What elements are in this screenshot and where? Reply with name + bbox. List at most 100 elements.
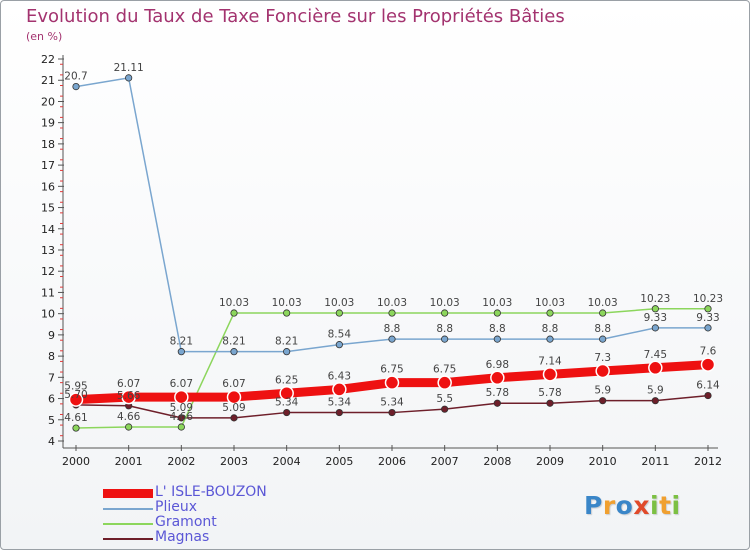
- legend-label: Plieux: [155, 499, 197, 515]
- data-label: 5.78: [538, 387, 561, 399]
- data-label: 5.09: [222, 402, 245, 414]
- logo-letter: x: [633, 491, 650, 520]
- y-tick-label: 21: [41, 74, 55, 87]
- data-point: [704, 391, 712, 400]
- data-label: 10.03: [377, 297, 407, 309]
- legend-label: L' ISLE-BOUZON: [155, 484, 267, 500]
- y-tick-label: 15: [41, 202, 55, 215]
- data-point: [651, 305, 659, 313]
- data-point: [174, 389, 189, 405]
- data-point: [226, 389, 242, 405]
- data-point: [437, 375, 452, 390]
- data-label: 10.03: [219, 297, 249, 309]
- data-point: [599, 309, 607, 317]
- y-tick-label: 16: [41, 180, 55, 193]
- data-point: [388, 309, 396, 317]
- data-label: 8.21: [170, 336, 193, 348]
- data-point: [72, 424, 80, 432]
- x-tick-label: 2002: [167, 455, 195, 468]
- data-label: 5.09: [170, 402, 193, 414]
- axes: 4 5 6 7 8 9 10 11 12 13 14 15 16 17 18 19 20 21 22 2000 2001…: [41, 53, 722, 468]
- data-point: [283, 348, 291, 356]
- data-point: [441, 335, 449, 343]
- data-point: [490, 370, 505, 386]
- data-point: [388, 335, 396, 343]
- data-point: [230, 348, 238, 356]
- data-label-layer: 5.70 5.66 5.09 5.09 5.34 5.34 5.34 5.5 5.78 5.78 5…: [64, 62, 723, 424]
- x-tick-label: 2001: [115, 455, 143, 468]
- y-tick-label: 13: [41, 244, 55, 257]
- data-label: 6.75: [380, 364, 403, 376]
- data-point: [493, 309, 501, 317]
- data-point: [125, 423, 133, 431]
- x-tick-label: 2004: [273, 455, 301, 468]
- logo-letter: o: [615, 491, 634, 520]
- data-label: 5.34: [380, 397, 404, 409]
- y-tick-label: 4: [48, 435, 55, 448]
- data-label: 5.5: [436, 393, 453, 405]
- data-label: 6.14: [696, 380, 720, 392]
- data-label: 7.3: [594, 352, 611, 364]
- data-label: 5.9: [647, 385, 664, 397]
- logo-letter: i: [671, 491, 681, 520]
- data-label: 10.03: [482, 297, 512, 309]
- data-point: [68, 392, 84, 407]
- logo-letter: i: [650, 491, 660, 520]
- data-point: [332, 382, 347, 397]
- data-point: [335, 341, 343, 349]
- data-point: [335, 309, 343, 317]
- x-tick-label: 2010: [589, 455, 617, 468]
- data-label: 5.95: [64, 381, 87, 393]
- data-point: [125, 74, 133, 82]
- legend-swatch: [103, 489, 153, 498]
- y-tick-label: 17: [41, 159, 55, 172]
- data-point: [700, 357, 716, 372]
- data-point: [72, 82, 80, 91]
- data-label: 8.8: [489, 323, 506, 335]
- data-label: 6.98: [486, 359, 509, 371]
- y-tick-label: 20: [41, 95, 55, 108]
- data-label: 8.8: [594, 323, 611, 335]
- data-point: [388, 408, 396, 417]
- y-tick-label: 19: [41, 117, 55, 130]
- data-label: 8.8: [542, 323, 559, 335]
- data-label: 5.70: [64, 389, 87, 401]
- data-label: 6.07: [117, 378, 140, 390]
- data-point: [651, 397, 659, 405]
- data-label: 10.23: [693, 293, 723, 305]
- proxiti-logo: Proxiti: [584, 491, 681, 520]
- data-label: 6.07: [222, 378, 245, 390]
- y-tick-label: 9: [48, 329, 55, 342]
- data-point: [651, 324, 659, 332]
- data-point: [704, 305, 712, 313]
- y-tick-label: 11: [41, 286, 55, 299]
- data-label: 10.23: [640, 293, 670, 305]
- data-label: 21.11: [114, 62, 144, 74]
- data-label: 7.14: [538, 355, 562, 367]
- data-label: 5.78: [486, 387, 509, 399]
- x-tick-label: 2009: [536, 455, 564, 468]
- x-tick-label: 2003: [220, 455, 248, 468]
- data-label: 8.21: [275, 336, 298, 348]
- x-tick-label: 2000: [62, 455, 90, 468]
- data-label: 6.07: [170, 378, 193, 390]
- y-tick-label: 8: [48, 350, 55, 363]
- x-tick-label: 2005: [325, 455, 353, 468]
- data-label: 10.03: [324, 297, 354, 309]
- data-label: 5.66: [117, 390, 141, 402]
- y-tick-label: 6: [48, 393, 55, 406]
- data-label: 5.34: [328, 397, 352, 409]
- data-point: [595, 363, 610, 379]
- legend-swatch: [103, 508, 153, 510]
- data-point: [648, 360, 663, 376]
- y-tick-label: 22: [41, 53, 55, 66]
- x-tick-label: 2012: [694, 455, 722, 468]
- data-label: 8.21: [222, 336, 245, 348]
- logo-letter: t: [659, 491, 672, 520]
- y-tick-label: 5: [48, 414, 55, 427]
- data-point: [121, 389, 136, 405]
- legend-label: Magnas: [155, 529, 210, 545]
- data-label: 4.66: [117, 411, 141, 423]
- y-tick-label: 14: [41, 223, 55, 236]
- logo-letter: P: [584, 491, 603, 520]
